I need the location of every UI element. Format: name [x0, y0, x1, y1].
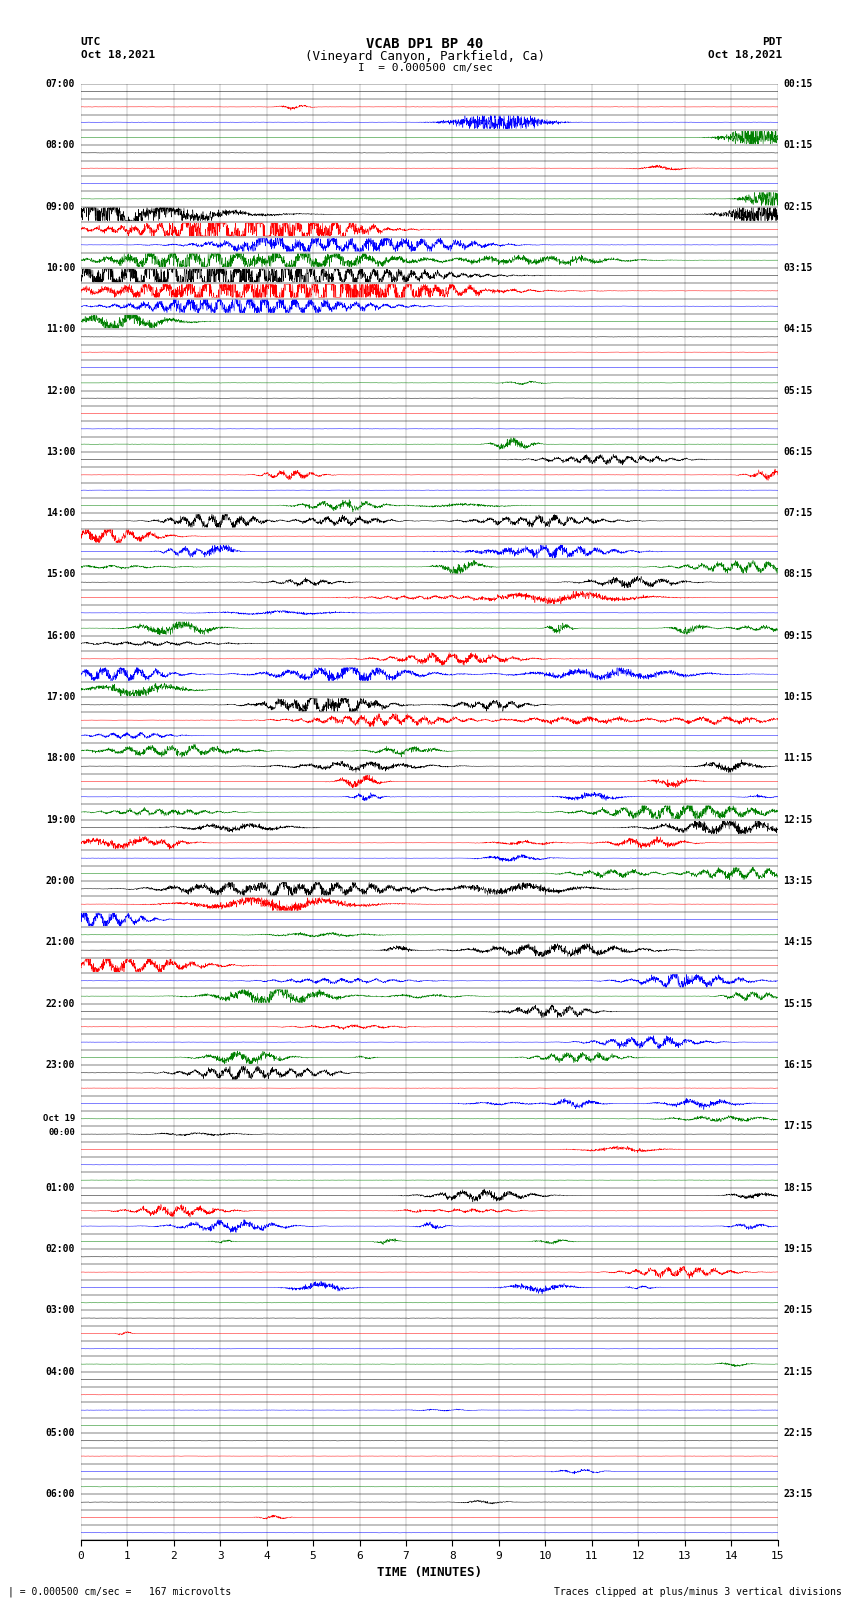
Text: 14:00: 14:00 — [46, 508, 75, 518]
Text: 06:00: 06:00 — [46, 1489, 75, 1500]
X-axis label: TIME (MINUTES): TIME (MINUTES) — [377, 1566, 482, 1579]
Text: 08:00: 08:00 — [46, 140, 75, 150]
Text: 21:15: 21:15 — [784, 1366, 813, 1378]
Text: 23:00: 23:00 — [46, 1060, 75, 1069]
Text: PDT: PDT — [762, 37, 782, 47]
Text: 10:00: 10:00 — [46, 263, 75, 273]
Text: 06:15: 06:15 — [784, 447, 813, 456]
Text: 18:00: 18:00 — [46, 753, 75, 763]
Text: 09:00: 09:00 — [46, 202, 75, 211]
Text: 03:15: 03:15 — [784, 263, 813, 273]
Text: 22:15: 22:15 — [784, 1428, 813, 1439]
Text: 01:15: 01:15 — [784, 140, 813, 150]
Text: VCAB DP1 BP 40: VCAB DP1 BP 40 — [366, 37, 484, 52]
Text: 18:15: 18:15 — [784, 1182, 813, 1192]
Text: 17:15: 17:15 — [784, 1121, 813, 1131]
Text: 11:00: 11:00 — [46, 324, 75, 334]
Text: 05:15: 05:15 — [784, 386, 813, 395]
Text: Oct 19: Oct 19 — [43, 1113, 75, 1123]
Text: 19:15: 19:15 — [784, 1244, 813, 1253]
Text: 23:15: 23:15 — [784, 1489, 813, 1500]
Text: 02:15: 02:15 — [784, 202, 813, 211]
Text: 08:15: 08:15 — [784, 569, 813, 579]
Text: 12:15: 12:15 — [784, 815, 813, 824]
Text: | = 0.000500 cm/sec =   167 microvolts: | = 0.000500 cm/sec = 167 microvolts — [8, 1586, 232, 1597]
Text: 15:00: 15:00 — [46, 569, 75, 579]
Text: 10:15: 10:15 — [784, 692, 813, 702]
Text: 13:00: 13:00 — [46, 447, 75, 456]
Text: 00:00: 00:00 — [48, 1127, 75, 1137]
Text: Oct 18,2021: Oct 18,2021 — [708, 50, 782, 60]
Text: 01:00: 01:00 — [46, 1182, 75, 1192]
Text: 07:15: 07:15 — [784, 508, 813, 518]
Text: 17:00: 17:00 — [46, 692, 75, 702]
Text: 07:00: 07:00 — [46, 79, 75, 89]
Text: 16:15: 16:15 — [784, 1060, 813, 1069]
Text: 21:00: 21:00 — [46, 937, 75, 947]
Text: 12:00: 12:00 — [46, 386, 75, 395]
Text: 20:00: 20:00 — [46, 876, 75, 886]
Text: 16:00: 16:00 — [46, 631, 75, 640]
Text: 11:15: 11:15 — [784, 753, 813, 763]
Text: Traces clipped at plus/minus 3 vertical divisions: Traces clipped at plus/minus 3 vertical … — [553, 1587, 842, 1597]
Text: 15:15: 15:15 — [784, 998, 813, 1008]
Text: 20:15: 20:15 — [784, 1305, 813, 1316]
Text: 22:00: 22:00 — [46, 998, 75, 1008]
Text: 19:00: 19:00 — [46, 815, 75, 824]
Text: 14:15: 14:15 — [784, 937, 813, 947]
Text: Oct 18,2021: Oct 18,2021 — [81, 50, 155, 60]
Text: 13:15: 13:15 — [784, 876, 813, 886]
Text: (Vineyard Canyon, Parkfield, Ca): (Vineyard Canyon, Parkfield, Ca) — [305, 50, 545, 63]
Text: 00:15: 00:15 — [784, 79, 813, 89]
Text: 02:00: 02:00 — [46, 1244, 75, 1253]
Text: 04:00: 04:00 — [46, 1366, 75, 1378]
Text: 05:00: 05:00 — [46, 1428, 75, 1439]
Text: UTC: UTC — [81, 37, 101, 47]
Text: 09:15: 09:15 — [784, 631, 813, 640]
Text: I  = 0.000500 cm/sec: I = 0.000500 cm/sec — [358, 63, 492, 73]
Text: 04:15: 04:15 — [784, 324, 813, 334]
Text: 03:00: 03:00 — [46, 1305, 75, 1316]
